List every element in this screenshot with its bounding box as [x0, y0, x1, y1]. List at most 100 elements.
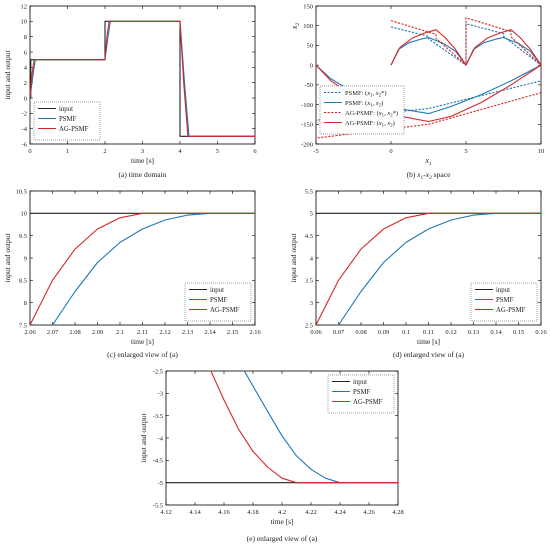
y-tick-label: -3.5: [153, 413, 163, 420]
y-axis-label: input and output: [289, 233, 298, 283]
x-tick-label: 0.16: [535, 329, 547, 336]
series-line-ag-psmf: [210, 371, 398, 484]
y-tick-label: -200: [301, 141, 313, 148]
chart-e: 4.12 4.14 4.16 4.18 4.2 4.22 4.24 4.26 4.28 -5.5 -…: [139, 368, 404, 543]
x-tick-label: 2.14: [204, 329, 216, 336]
y-tick-label: -4.5: [153, 458, 163, 465]
x-tick-label: 0.13: [468, 329, 479, 336]
legend-label: input: [496, 287, 510, 294]
y-tick-label: 0: [24, 95, 27, 102]
x-tick-label: 2.09: [92, 329, 103, 336]
series-line-ag-psmf-x1-x2: [316, 17, 541, 139]
series-group: [30, 212, 255, 325]
y-tick-label: 100: [303, 23, 313, 30]
legend-label: PSMF: [210, 297, 228, 304]
x-tick-label: 4.16: [218, 509, 230, 516]
series-line-psmf: [52, 212, 255, 325]
y-tick-label: 7.5: [19, 322, 27, 329]
legend-label: input: [353, 379, 367, 386]
x-axis-label: time [s]: [131, 337, 154, 346]
x-tick-label: 6: [253, 148, 257, 155]
y-axis-label: input and output: [3, 50, 12, 100]
x-tick-label: -5: [313, 148, 318, 155]
x-axis-label: time [s]: [270, 517, 293, 526]
x-tick-label: 4.24: [334, 509, 346, 516]
y-tick-label: -3: [158, 391, 163, 398]
legend-label: PSMF: [496, 297, 514, 304]
legend-label: input: [59, 106, 73, 113]
chart-d: 0.06 0.07 0.08 0.09 0.1 0.11 0.12 0.13 0.14 0.15 0…: [289, 188, 547, 359]
x-tick-label: 4.22: [305, 509, 316, 516]
x-tick-label: 4.18: [247, 509, 258, 516]
y-tick-label: 50: [307, 43, 314, 50]
legend-label: AG-PSMF: [496, 307, 526, 314]
x-tick-label: 0.07: [333, 329, 345, 336]
series-group: [316, 17, 541, 139]
legend: input PSMF AG-PSMF: [33, 101, 101, 141]
x-tick-label: 2.16: [249, 329, 261, 336]
y-tick-label: -50: [304, 82, 313, 89]
x-tick-label: 4.12: [160, 509, 171, 516]
y-tick-label: -6: [22, 141, 28, 148]
y-tick-label: -100: [301, 102, 313, 109]
legend-label: PSMF: [353, 389, 371, 396]
x-tick-label: 2: [103, 148, 106, 155]
y-tick-label: -2: [22, 111, 27, 118]
y-tick-label: 10: [21, 211, 28, 218]
series-line-psmf: [243, 371, 398, 484]
legend: PSMF: (x1, x2*)PSMF: (x1, x2)AG-PSMF: (x…: [319, 85, 405, 135]
series-line-psmf-x1-x2: [316, 36, 541, 115]
y-tick-label: 5.5: [305, 188, 313, 195]
chart-caption: (c) enlarged view of (a): [107, 350, 178, 359]
y-tick-label: 3.5: [305, 278, 313, 285]
x-axis-label: time [s]: [131, 156, 154, 165]
series-group: [30, 20, 255, 137]
y-tick-label: 12: [21, 3, 28, 10]
series-line-ag-psmf: [30, 20, 255, 137]
x-tick-label: 10: [538, 148, 545, 155]
x-tick-label: 0.12: [445, 329, 456, 336]
y-tick-label: -4: [22, 126, 28, 133]
y-tick-label: 8.5: [19, 278, 27, 285]
x-tick-label: 0.08: [355, 329, 366, 336]
x-tick-label: 0: [389, 148, 392, 155]
y-axis-label: x2: [290, 23, 301, 31]
legend-label: AG-PSMF: [353, 399, 383, 406]
legend-label: AG-PSMF: (x1, x2*): [345, 110, 398, 119]
y-tick-label: 9.5: [19, 233, 27, 240]
y-tick-label: 5: [310, 211, 313, 218]
y-tick-label: 10: [21, 19, 28, 26]
series-line-ag-psmf-x1-x2: [316, 29, 541, 123]
legend-label: PSMF: (x1, x2*): [345, 90, 387, 99]
chart-caption: (a) time domain: [119, 170, 167, 179]
y-tick-label: 4: [24, 65, 28, 72]
y-tick-label: 4: [310, 255, 314, 262]
y-tick-label: -150: [301, 122, 313, 129]
x-tick-label: 4: [178, 148, 182, 155]
chart-caption: (e) enlarged view of (a): [247, 534, 318, 543]
x-tick-label: 0.15: [513, 329, 524, 336]
y-tick-label: -5: [158, 480, 163, 487]
y-tick-label: 0: [310, 62, 313, 69]
y-tick-label: 8: [24, 300, 27, 307]
y-tick-label: -5.5: [153, 502, 163, 509]
x-tick-label: 0.06: [310, 329, 322, 336]
x-tick-label: 5: [464, 148, 467, 155]
x-tick-label: 2.06: [24, 329, 36, 336]
legend-label: AG-PSMF: [210, 307, 240, 314]
series-line-psmf: [30, 20, 255, 137]
series-line-ag-psmf: [30, 212, 255, 325]
legend: input PSMF AG-PSMF: [470, 282, 538, 322]
legend-label: input: [210, 287, 224, 294]
x-tick-label: 4.28: [392, 509, 403, 516]
x-tick-label: 2.11: [137, 329, 148, 336]
y-tick-label: 150: [303, 3, 313, 10]
x-tick-label: 4.2: [278, 509, 286, 516]
legend: input PSMF AG-PSMF: [184, 282, 252, 322]
x-tick-label: 2.15: [227, 329, 238, 336]
x-tick-label: 0.11: [423, 329, 434, 336]
y-tick-label: 8: [24, 34, 27, 41]
x-tick-label: 0.14: [490, 329, 502, 336]
